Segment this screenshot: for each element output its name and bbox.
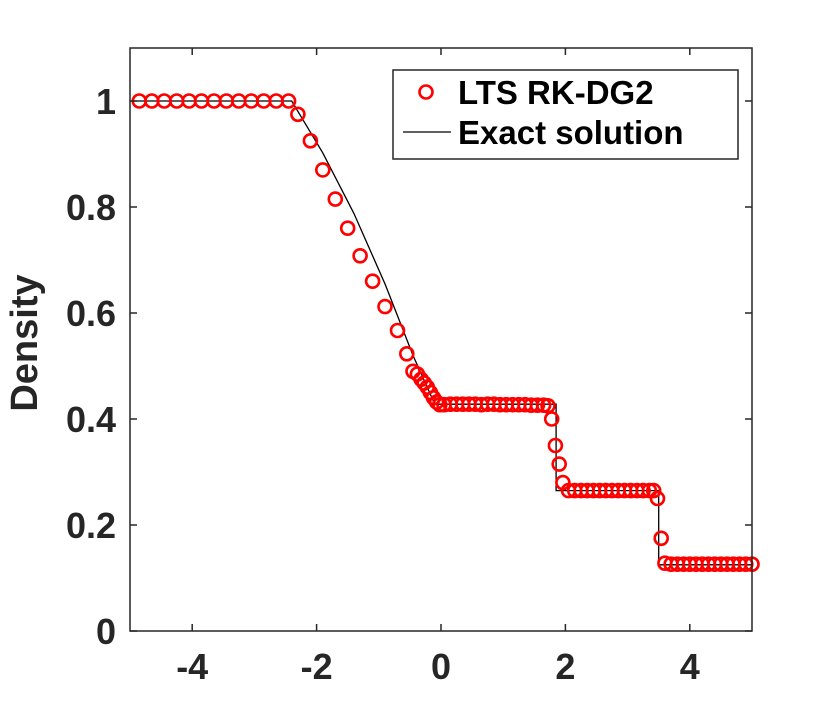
data-point-lts-rk-dg2: [327, 191, 344, 207]
data-point-lts-rk-dg2: [551, 456, 568, 472]
y-tick-label: 0.8: [66, 187, 116, 228]
x-tick-label: 0: [431, 646, 451, 687]
data-point-lts-rk-dg2: [352, 248, 368, 264]
y-tick-label: 0.6: [66, 293, 116, 334]
y-axis-title: Density: [4, 274, 46, 411]
legend-marker-lts-rk-dg2: [418, 84, 434, 100]
y-tick-label: 0.2: [66, 505, 116, 546]
data-point-lts-rk-dg2: [302, 133, 319, 149]
data-point-lts-rk-dg2: [635, 482, 651, 499]
legend-box: [392, 69, 739, 160]
data-point-lts-rk-dg2: [653, 530, 670, 547]
x-tick-label: 2: [555, 646, 575, 687]
data-point-lts-rk-dg2: [389, 322, 406, 339]
data-point-lts-rk-dg2: [314, 162, 331, 178]
data-point-lts-rk-dg2: [543, 411, 560, 427]
y-tick-label: 1: [96, 81, 116, 122]
data-point-lts-rk-dg2: [364, 273, 381, 290]
legend-label-lts-rk-dg2: LTS RK-DG2: [458, 74, 654, 111]
legend-label-exact-solution: Exact solution: [458, 114, 684, 151]
legend: LTS RK-DG2 Exact solution: [392, 69, 739, 160]
y-tick-label: 0: [96, 611, 116, 652]
x-tick-label: -2: [301, 646, 333, 687]
x-tick-label: -4: [176, 646, 208, 687]
data-point-lts-rk-dg2: [547, 437, 564, 454]
x-tick-label: 4: [680, 646, 700, 687]
data-point-lts-rk-dg2: [398, 345, 415, 362]
data-point-lts-rk-dg2: [377, 298, 393, 315]
data-point-lts-rk-dg2: [339, 220, 356, 236]
data-point-lts-rk-dg2: [280, 93, 297, 109]
y-tick-label: 0.4: [66, 399, 116, 440]
data-point-lts-rk-dg2: [529, 397, 546, 414]
data-point-lts-rk-dg2: [645, 482, 662, 499]
data-point-lts-rk-dg2: [649, 490, 666, 507]
data-point-lts-rk-dg2: [290, 106, 306, 123]
